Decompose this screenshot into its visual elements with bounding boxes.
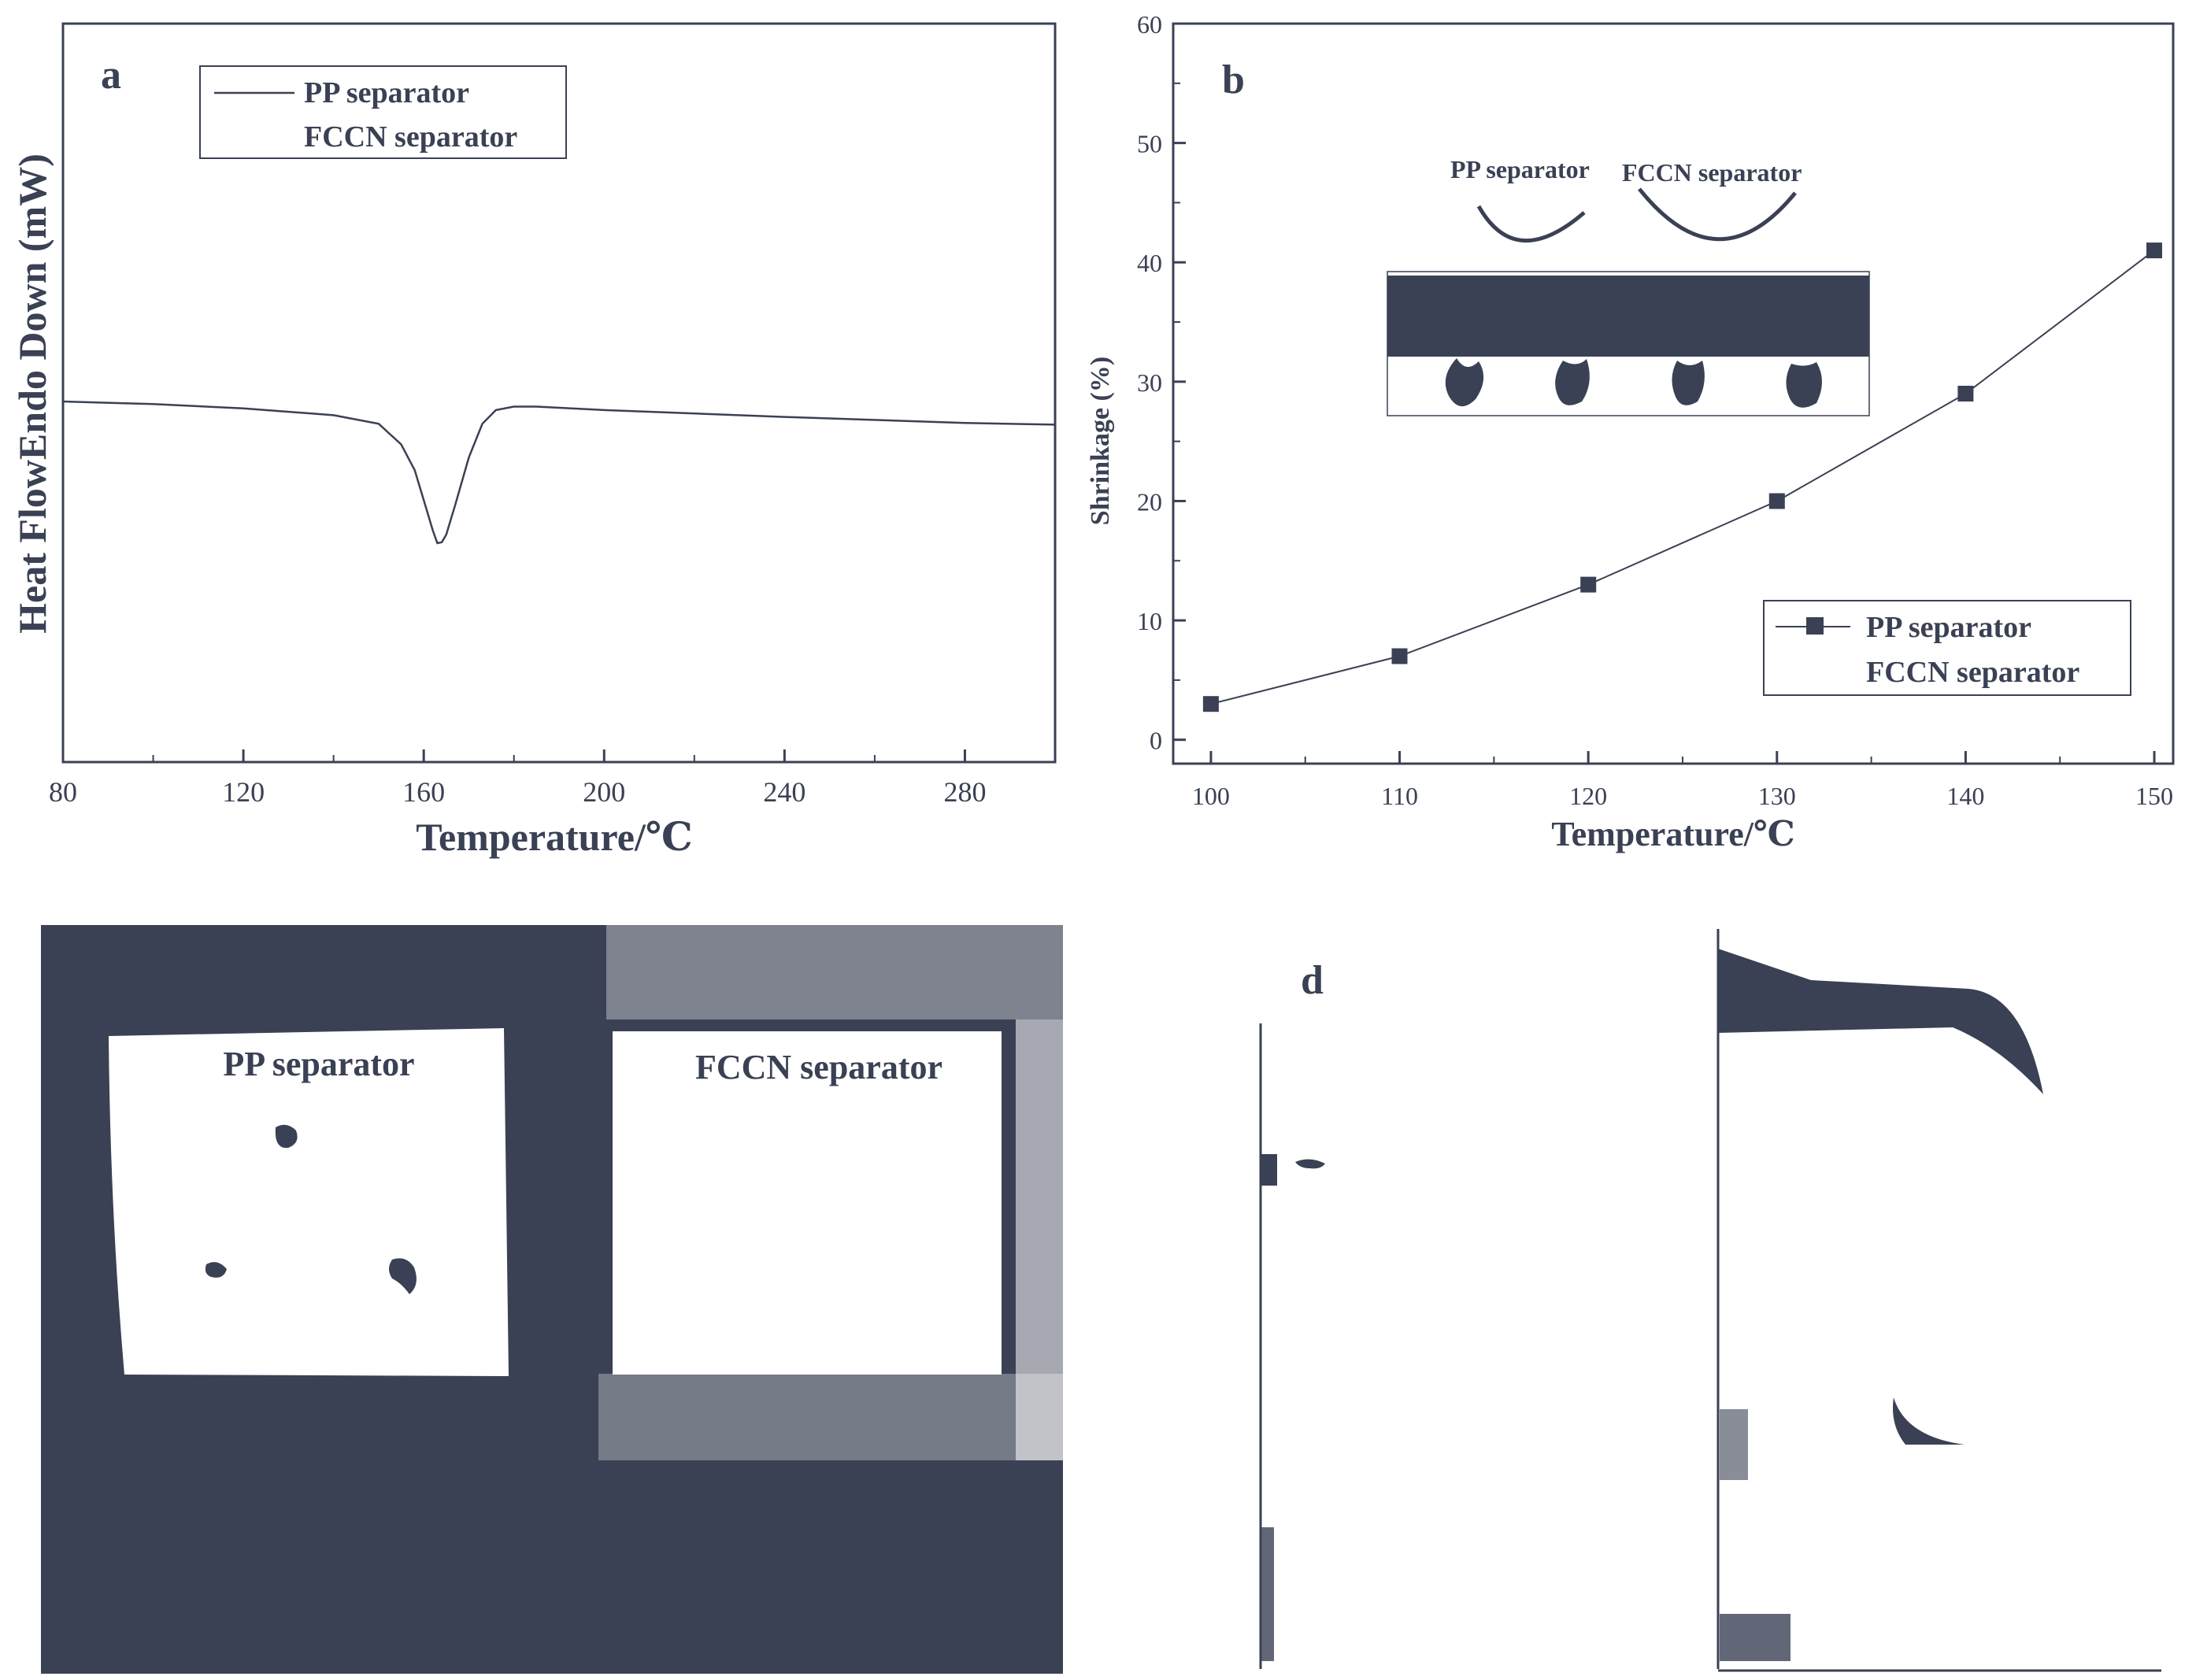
panel-b-x-tick-label: 150 [2135,782,2173,810]
panel-b-inset-sample-2 [1555,359,1590,405]
panel-b-y-tick-label: 0 [1150,727,1162,755]
panel-b-legend-marker [1806,617,1824,635]
panel-b-series-line [1210,250,2155,705]
panel-c-label-fccn: FCCN separator [695,1048,942,1086]
panel-c-light-top [606,925,1063,1019]
panel-b-legend: PP separator FCCN separator [1763,600,2131,696]
panel-b-data-point [2146,242,2162,259]
panel-d-clip-piece [1295,1159,1325,1169]
panel-d-photo: d [1259,925,2165,1674]
panel-a-legend-entry-pp: PP separator [304,76,469,109]
panel-b-x-tick-label: 140 [1946,782,1984,810]
panel-b-legend-entry-pp: PP separator [1866,611,2031,644]
panel-b-plot-frame [1172,22,2175,765]
panel-a-x-tick-label: 120 [222,776,265,808]
panel-b-inset-label-fccn: FCCN separator [1622,158,1802,187]
panel-b-data-point [1957,386,1974,401]
panel-a-legend-box [199,65,567,159]
panel-b-data-point [1768,493,1785,509]
panel-b-y-tick-label: 30 [1137,368,1162,397]
panel-d-left-debris [1261,1527,1274,1661]
panel-d-label: d [1301,958,1324,1003]
panel-c-label-pp: PP separator [223,1045,414,1083]
panel-a-y-axis-title: Heat FlowEndo Down (mW) [10,154,54,634]
panel-b-y-axis-title: Shrinkage (%) [1086,357,1115,525]
panel-b-inset-label-pp: PP separator [1450,155,1590,183]
panel-b-y-tick-label: 60 [1137,10,1162,39]
panel-a-x-tick-label: 80 [49,776,77,808]
panel-b-legend-entry-fccn: FCCN separator [1866,656,2079,689]
panel-b-legend-box [1763,600,2131,696]
panel-c-photo: PP separator FCCN separator [41,925,1063,1674]
panel-a-legend: PP separator FCCN separator [199,65,567,159]
panel-c-pp-spot-2 [205,1262,227,1278]
panel-b-inset-sample-4 [1786,362,1822,408]
panel-b-inset-fccn-arc [1638,187,1797,242]
panel-c-pp-spot-3 [389,1258,417,1294]
panel-b-x-tick-label: 120 [1569,782,1607,810]
panel-b-x-tick-label: 110 [1381,782,1418,810]
panel-b-inset-pp-arc [1476,205,1586,242]
panel-b-chart: 0 10 20 30 40 50 60 100 110 120 130 140 150 PP sepa… [1086,10,2175,853]
panel-b-inset-dark-band [1387,276,1869,357]
panel-b-data-point [1202,696,1219,712]
panel-b-y-tick-label: 20 [1137,487,1162,516]
panel-a-series-line [62,400,1056,545]
panel-b-inset-sample-3 [1672,361,1705,405]
panel-b-y-tick-label: 40 [1137,249,1162,277]
panel-b-inset-photo: PP separator FCCN separator [1387,155,1870,416]
panel-a-x-tick-label: 240 [763,776,805,808]
panel-b-y-tick-label: 50 [1137,130,1162,158]
panel-a-x-axis [61,749,966,762]
panel-a-x-tick-label: 280 [943,776,986,808]
panel-d-clip-left [1261,1154,1277,1186]
panel-a-plot-frame [61,22,1057,764]
panel-d-mid-debris [1720,1409,1748,1480]
panel-d-background [1260,925,2165,1674]
panel-b-inset-sample-1 [1445,358,1484,407]
panel-b-x-tick-label: 130 [1758,782,1796,810]
panel-b-data-point [1580,576,1597,593]
panel-b-x-axis-title: Temperature/℃ [1551,815,1794,853]
panel-b-y-tick-labels: 0 10 20 30 40 50 60 [1137,10,1162,755]
panel-c-light-right [1016,1019,1063,1460]
panel-b-x-tick-label: 100 [1192,782,1230,810]
panel-b-axes-ticks [1173,22,2156,764]
panel-b-data-point [1391,648,1408,664]
panel-b-x-tick-labels: 100 110 120 130 140 150 [1192,782,2173,810]
panel-a-x-tick-label: 200 [583,776,625,808]
panel-d-fragment [1893,1397,1965,1445]
panel-c-light-bottom [598,1374,1063,1460]
panel-a-chart: 80 120 160 200 240 280 a PP separator FCCN se… [10,22,1057,859]
panel-a-label: a [101,53,121,98]
panel-b-label: b [1222,57,1245,102]
panel-d-curled-separator [1718,949,2043,1094]
panel-a-x-tick-label: 160 [402,776,445,808]
panel-a-legend-entry-fccn: FCCN separator [304,120,517,154]
panel-c-fccn-separator-sheet [613,1031,1002,1375]
panel-b-y-tick-label: 10 [1137,607,1162,635]
panel-c-pp-spot-1 [275,1124,298,1149]
panel-b-series-markers [1202,242,2162,712]
panel-a-x-axis-title: Temperature/℃ [416,815,693,859]
panel-a-x-tick-labels: 80 120 160 200 240 280 [49,776,986,808]
panel-d-bottom-debris [1720,1614,1790,1661]
